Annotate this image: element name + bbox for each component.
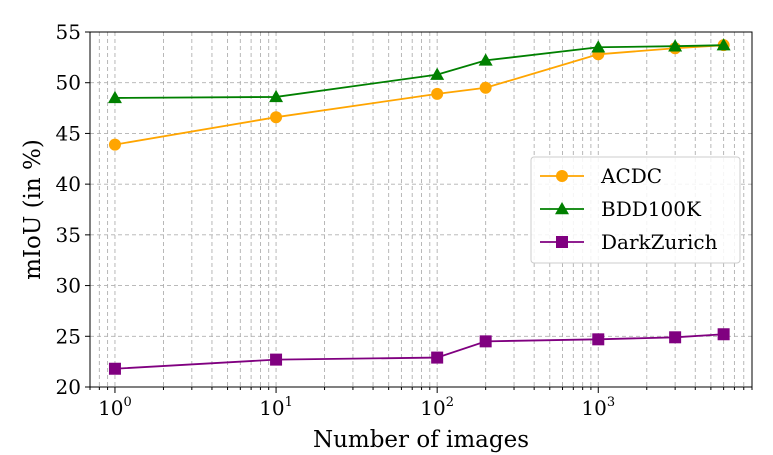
legend-marker	[556, 170, 568, 182]
data-point-darkzurich	[108, 362, 121, 375]
data-point-darkzurich	[479, 335, 492, 348]
y-tick-label: 40	[56, 172, 81, 196]
data-point-darkzurich	[717, 328, 730, 341]
x-tick-exponent: 3	[607, 395, 615, 410]
y-tick-label: 25	[56, 324, 81, 348]
legend-marker	[556, 236, 568, 248]
x-tick-base: 10	[259, 396, 284, 420]
y-tick-label: 50	[56, 71, 81, 95]
x-tick-base: 10	[420, 396, 445, 420]
legend-label: ACDC	[600, 164, 662, 188]
legend: ACDC BDD100K DarkZurich	[530, 156, 741, 264]
data-point-darkzurich	[431, 351, 444, 364]
x-tick-label: 101	[259, 395, 293, 420]
data-point-acdc	[431, 87, 444, 100]
plot-frame	[89, 31, 753, 388]
legend-box	[530, 156, 741, 264]
y-tick-label: 20	[56, 375, 81, 399]
legend-label: DarkZurich	[601, 230, 718, 254]
x-tick-base: 10	[581, 396, 606, 420]
y-tick-label: 55	[56, 20, 81, 44]
data-point-bdd100k	[269, 89, 284, 103]
legend-item-darkzurich: DarkZurich	[540, 230, 718, 254]
y-tick-label: 30	[56, 274, 81, 298]
data-point-darkzurich	[669, 331, 682, 344]
x-tick-label: 103	[581, 395, 615, 420]
y-axis-title: mIoU (in %)	[20, 139, 46, 280]
series-line-acdc	[114, 44, 724, 146]
data-point-bdd100k	[668, 39, 683, 52]
series-darkzurich	[108, 328, 730, 375]
data-point-bdd100k	[591, 40, 606, 53]
legend-item-acdc: ACDC	[540, 164, 662, 188]
series-line-bdd100k	[114, 44, 724, 99]
legend-item-bdd100k: BDD100K	[540, 197, 702, 221]
x-tick-exponent: 0	[124, 395, 132, 410]
x-tick-label: 102	[420, 395, 454, 420]
y-tick-label: 35	[56, 223, 81, 247]
series-line-darkzurich	[114, 333, 724, 370]
series-layer	[107, 38, 731, 375]
series-bdd100k	[107, 38, 731, 104]
x-axis-title: Number of images	[313, 427, 529, 453]
x-tick-base: 10	[98, 396, 123, 420]
data-point-acdc	[108, 138, 121, 151]
grid	[89, 31, 753, 388]
x-tick-exponent: 1	[285, 395, 293, 410]
legend-marker	[555, 202, 569, 215]
data-point-darkzurich	[270, 353, 283, 366]
x-tick-label: 100	[98, 395, 132, 420]
data-point-acdc	[270, 111, 283, 124]
data-point-bdd100k	[107, 90, 122, 104]
data-point-bdd100k	[430, 67, 445, 80]
data-point-acdc	[479, 81, 492, 94]
legend-label: BDD100K	[601, 197, 702, 221]
data-point-bdd100k	[478, 53, 493, 66]
x-tick-exponent: 2	[446, 395, 454, 410]
data-point-darkzurich	[592, 333, 605, 346]
data-point-bdd100k	[716, 38, 731, 51]
y-tick-label: 45	[56, 121, 81, 145]
